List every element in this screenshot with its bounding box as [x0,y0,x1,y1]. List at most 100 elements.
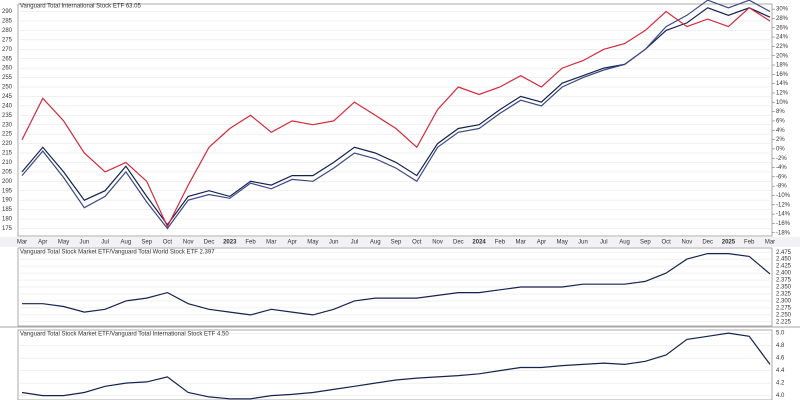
y2-tick-label: 4% [776,128,785,134]
y-tick-label: 4.2 [776,381,785,387]
x-tick-label: May [307,240,318,246]
y2-tick-label: 0% [776,146,785,152]
y-tick-label: 2.350 [776,285,792,291]
y2-tick-label: 28% [776,16,789,22]
x-tick-label: Jul [351,240,359,246]
y-tick-label: 290 [2,9,13,15]
x-tick-label: Mar [765,240,775,246]
y2-tick-label: -14% [776,212,791,218]
x-tick-label: Aug [370,240,381,246]
x-tick-label: Mar [266,240,276,246]
y2-tick-label: -2% [776,156,787,162]
x-tick-label: Oct [661,240,671,246]
y2-tick-label: -6% [776,174,787,180]
y2-tick-label: 24% [776,35,789,41]
x-tick-label: Apr [38,240,47,246]
y-tick-label: 210 [2,160,13,166]
x-tick-label: Nov [682,240,693,246]
y-tick-label: 190 [2,198,13,204]
y-tick-label: 285 [2,19,13,25]
y-tick-label: 4.6 [776,356,785,362]
x-tick-label: Dec [453,240,464,246]
y-tick-label: 2.425 [776,264,792,270]
x-tick-label: Jul [600,240,608,246]
x-tick-label: May [557,240,568,246]
y-tick-label: 270 [2,47,13,53]
legend-entry: Vanguard Total International Stock ETF 6… [20,4,142,10]
x-tick-label: 2023 [223,240,237,246]
y-tick-label: 2.250 [776,312,792,318]
x-tick-label: Jun [329,240,339,246]
series-line [22,253,771,316]
y2-tick-label: -10% [776,193,791,199]
x-tick-label: May [58,240,69,246]
x-tick-label: Jul [101,240,109,246]
y2-tick-label: -16% [776,221,791,227]
y2-tick-label: 12% [776,91,789,97]
y-tick-label: 4.0 [776,393,785,399]
y-tick-label: 2.275 [776,305,792,311]
y-tick-label: 250 [2,85,13,91]
y-tick-label: 215 [2,151,13,157]
y-tick-label: 4.8 [776,343,785,349]
y-tick-label: 185 [2,207,13,213]
y2-tick-label: 20% [776,53,789,59]
series-line [21,7,771,228]
y2-tick-label: -12% [776,202,791,208]
x-tick-label: Mar [17,240,27,246]
y2-tick-label: 8% [776,109,785,115]
y-tick-label: 2.325 [776,292,792,298]
y-tick-label: 2.225 [776,319,792,325]
y-tick-label: 255 [2,75,13,81]
y-tick-label: 4.4 [776,368,785,374]
x-tick-label: Nov [183,240,194,246]
x-tick-label: Sep [141,240,152,246]
y-tick-label: 175 [2,226,13,232]
x-tick-label: Dec [204,240,215,246]
y2-tick-label: 30% [776,7,789,13]
y2-tick-label: -4% [776,165,787,171]
x-tick-label: Oct [163,240,173,246]
y-tick-label: 205 [2,169,13,175]
y2-tick-label: 18% [776,63,789,69]
series-line [21,0,771,230]
y-tick-label: 220 [2,141,13,147]
y2-tick-label: 16% [776,72,789,78]
y2-tick-label: 14% [776,81,789,87]
y-tick-label: 230 [2,122,13,128]
x-tick-label: Mar [515,240,525,246]
y-tick-label: 240 [2,103,13,109]
panel-title: Vanguard Total Stock Market ETF/Vanguard… [20,332,229,338]
x-tick-label: 2024 [472,240,486,246]
y-tick-label: 265 [2,56,13,62]
y2-tick-label: 2% [776,137,785,143]
x-tick-label: Sep [640,240,651,246]
x-tick-label: Feb [245,240,256,246]
x-tick-label: Jun [578,240,588,246]
y-tick-label: 280 [2,28,13,34]
y-tick-label: 275 [2,37,13,43]
x-tick-label: Oct [412,240,422,246]
y-tick-label: 235 [2,113,13,119]
y-tick-label: 2.475 [776,250,792,256]
y-tick-label: 5.0 [776,331,785,337]
y2-tick-label: 6% [776,119,785,125]
x-tick-label: Apr [537,240,546,246]
y-tick-label: 2.300 [776,299,792,305]
y-tick-label: 195 [2,188,13,194]
y-tick-label: 245 [2,94,13,100]
y-tick-label: 200 [2,179,13,185]
y-tick-label: 2.375 [776,278,792,284]
y2-tick-label: 22% [776,44,789,50]
y2-tick-label: 26% [776,25,789,31]
x-tick-label: Jun [79,240,89,246]
x-tick-label: Dec [702,240,713,246]
x-tick-label: Aug [121,240,132,246]
plot-frame [17,3,773,237]
y-tick-label: 260 [2,66,13,72]
y-tick-label: 2.400 [776,271,792,277]
y2-tick-label: -8% [776,184,787,190]
x-tick-label: 2025 [722,240,736,246]
x-tick-label: Feb [744,240,755,246]
x-tick-label: Feb [495,240,506,246]
